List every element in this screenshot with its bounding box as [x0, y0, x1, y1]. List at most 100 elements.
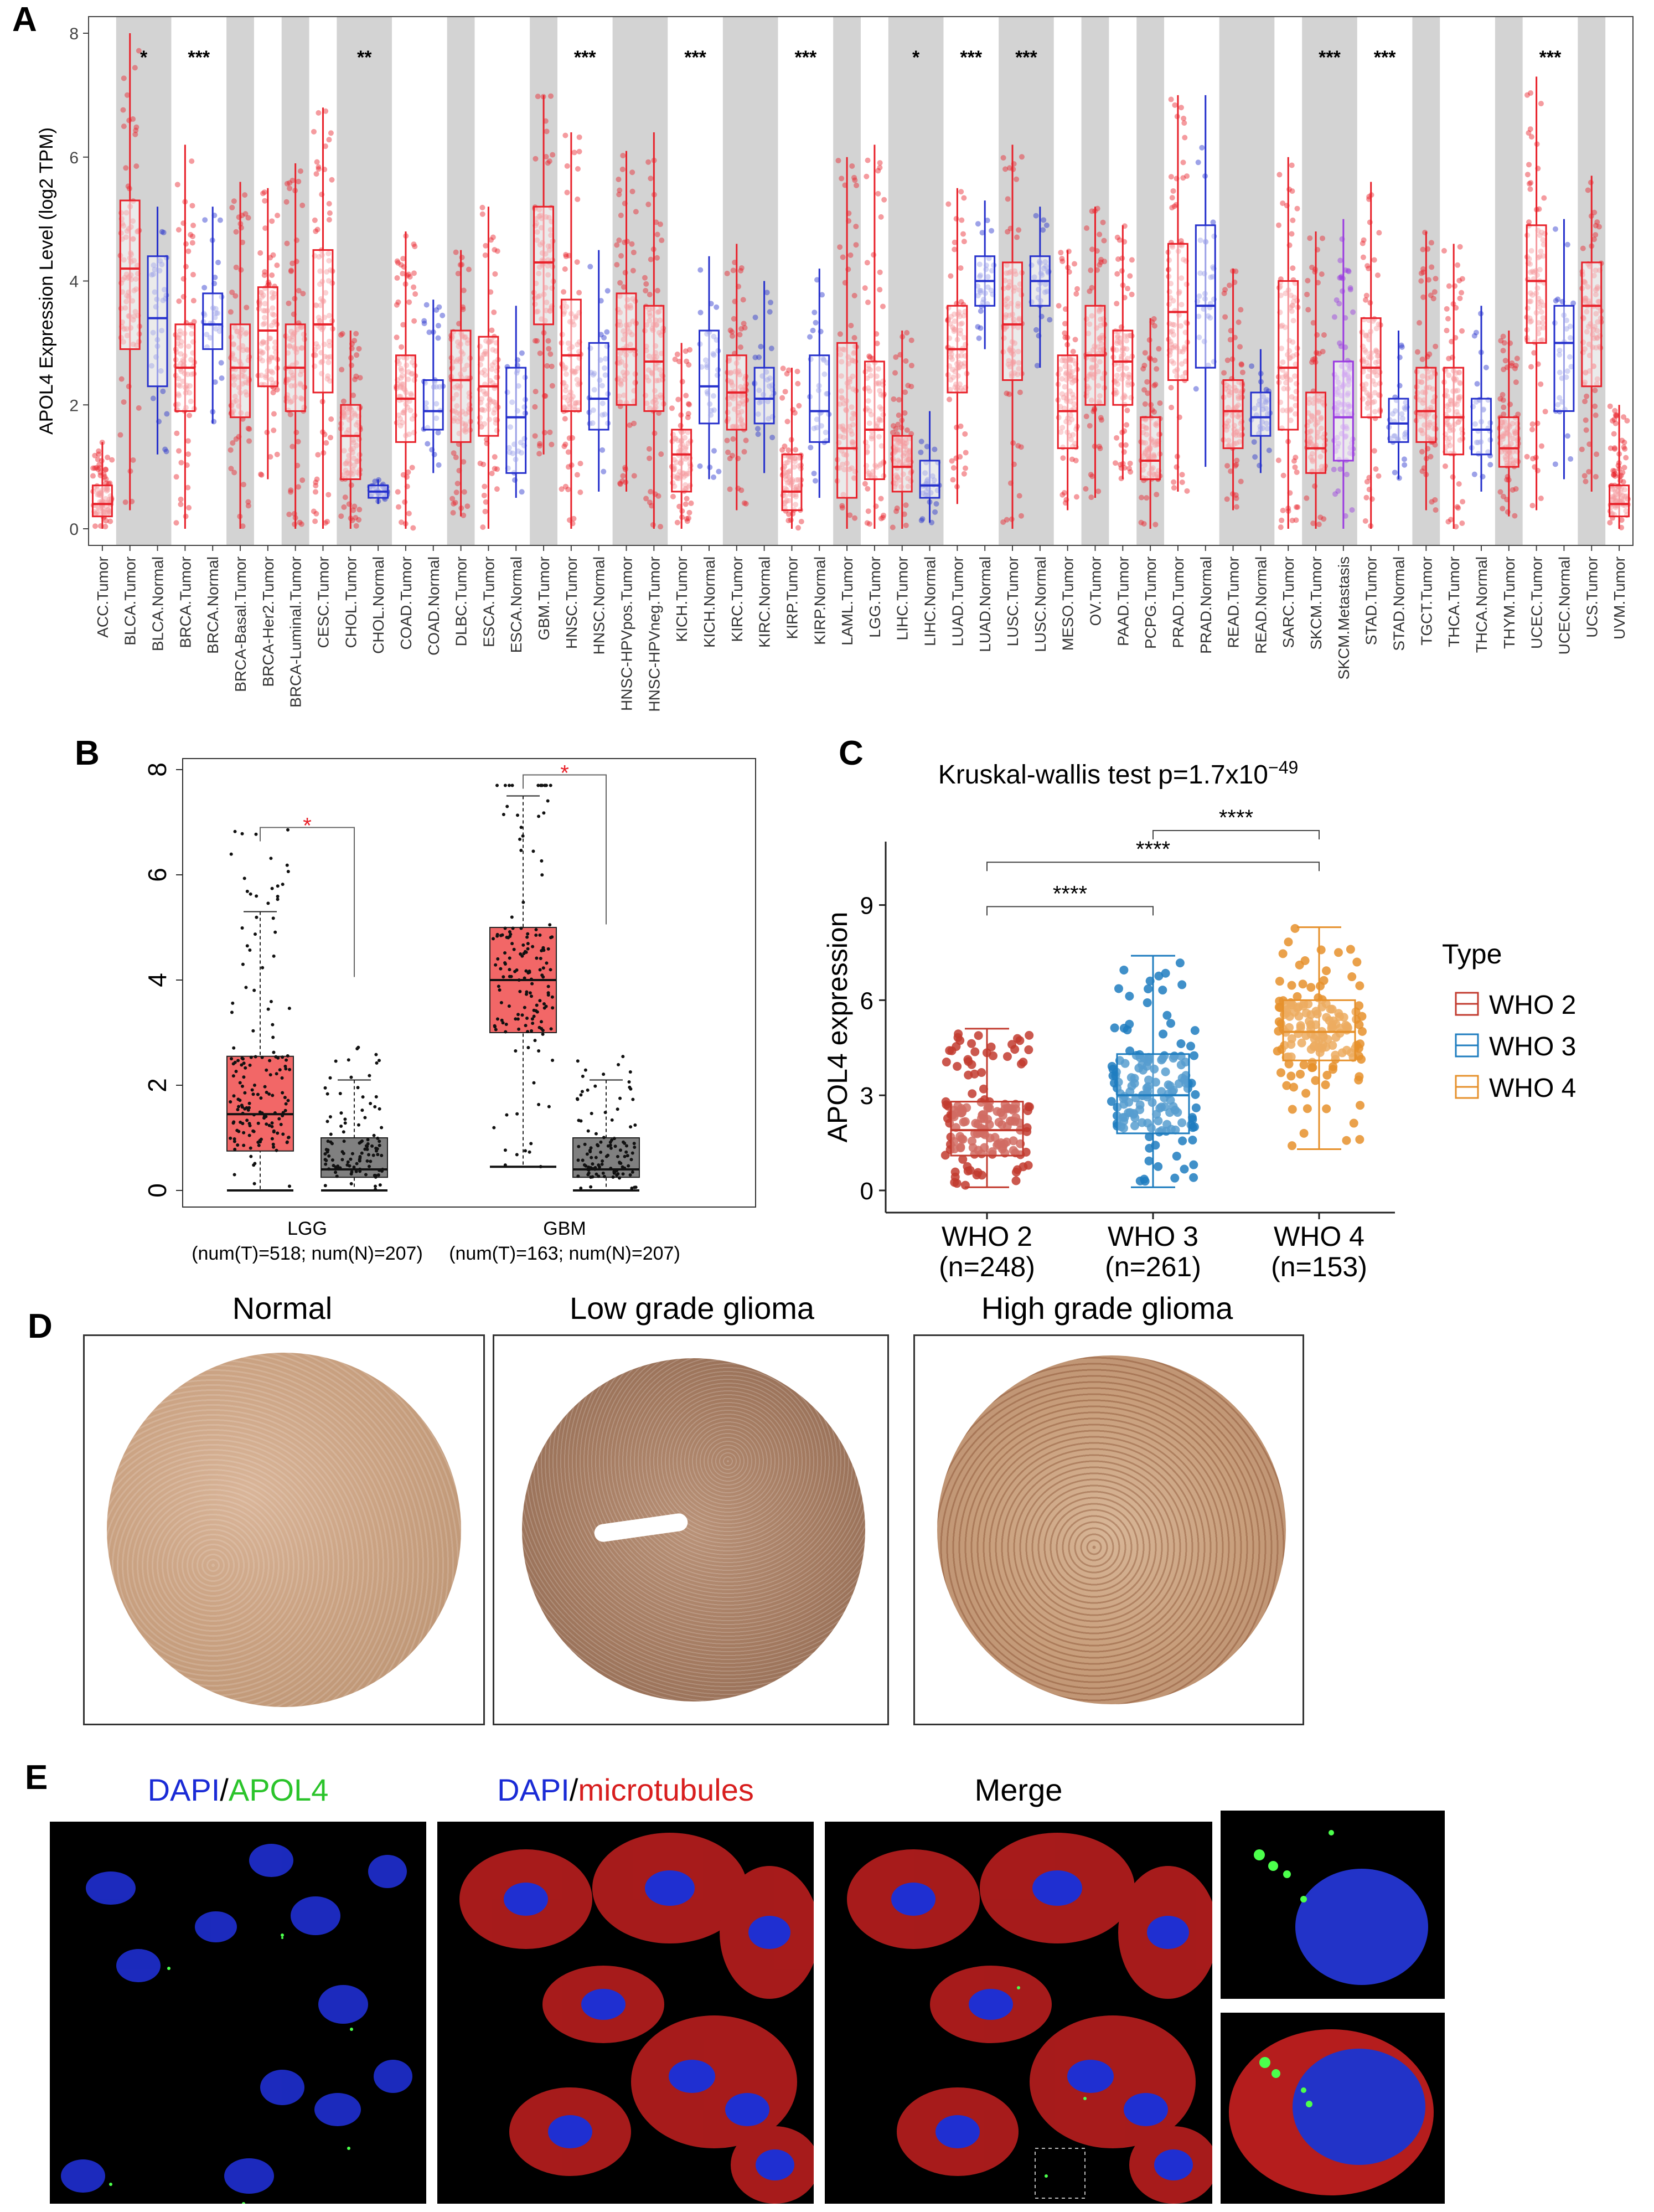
x-tick-label: KIRC.Normal [756, 556, 773, 648]
data-point [1542, 409, 1548, 415]
data-point [1456, 277, 1462, 283]
data-point [599, 1140, 603, 1144]
data-point [1089, 246, 1095, 252]
data-point [133, 163, 139, 169]
data-point [1171, 203, 1177, 209]
data-point [186, 504, 192, 511]
data-point [1528, 364, 1534, 370]
data-point [481, 492, 487, 498]
data-point [1154, 366, 1160, 372]
data-point [532, 433, 538, 439]
data-point [1123, 442, 1129, 448]
data-point [313, 228, 319, 234]
data-point [784, 371, 790, 377]
data-point [549, 1027, 553, 1031]
data-point [252, 988, 256, 992]
x-tick-label: BLCA.Tumor [122, 556, 139, 646]
x-tick-label: SKCM.Tumor [1307, 556, 1325, 650]
data-point [1612, 471, 1618, 477]
data-point [1513, 363, 1519, 369]
data-point [248, 1124, 252, 1128]
data-point [537, 441, 543, 447]
data-point [353, 515, 359, 521]
data-point [616, 1107, 619, 1111]
data-point [228, 447, 234, 453]
data-point [249, 1055, 253, 1059]
data-point [537, 1049, 541, 1053]
data-point [231, 198, 237, 204]
data-point [1555, 296, 1561, 302]
data-point [178, 496, 184, 502]
data-point [92, 523, 98, 529]
data-point [252, 1084, 256, 1087]
y-tick-label: 3 [860, 1082, 873, 1110]
data-point [339, 367, 345, 373]
data-point [1474, 381, 1480, 387]
data-point [350, 1170, 354, 1174]
data-point [504, 1022, 508, 1026]
data-point [122, 499, 128, 506]
data-point [510, 942, 514, 946]
data-point [322, 520, 328, 526]
data-point [281, 1055, 285, 1059]
data-point [525, 935, 529, 939]
data-point [256, 1121, 260, 1125]
data-point [648, 256, 654, 262]
box [836, 342, 858, 499]
data-point [620, 153, 626, 159]
data-point [591, 1175, 595, 1179]
data-point [235, 1128, 239, 1132]
box [1553, 305, 1575, 412]
data-point [629, 241, 635, 247]
data-point [959, 217, 965, 223]
data-point [394, 275, 400, 281]
data-point [515, 1153, 519, 1157]
data-point [267, 255, 273, 261]
data-point [1459, 328, 1465, 334]
data-point [1524, 453, 1530, 460]
data-point [507, 1004, 511, 1008]
data-point [1414, 349, 1420, 355]
data-point [1497, 396, 1503, 402]
data-point [90, 473, 96, 479]
data-point [1152, 522, 1159, 528]
significance-label: *** [795, 47, 817, 68]
data-point [871, 252, 877, 258]
data-point [562, 416, 568, 422]
data-point [377, 1059, 381, 1063]
data-point [1433, 276, 1439, 282]
data-point [670, 493, 676, 499]
data-point [348, 1164, 352, 1168]
data-point [1171, 485, 1177, 491]
data-point [229, 204, 235, 210]
data-point [251, 1092, 255, 1096]
group-shade [722, 17, 778, 545]
data-point [614, 242, 620, 248]
data-point [232, 293, 239, 299]
data-point [581, 1158, 585, 1162]
data-point [562, 266, 568, 272]
data-point [431, 451, 437, 457]
data-point [654, 287, 660, 293]
data-point [619, 478, 626, 484]
data-point [483, 499, 489, 505]
data-point [269, 857, 273, 860]
x-tick-label: LUSC.Tumor [1004, 556, 1021, 646]
x-tick-label: KICH.Normal [701, 556, 718, 648]
data-point [494, 1028, 498, 1032]
data-point [795, 380, 801, 386]
data-point [259, 472, 265, 478]
data-point [238, 1099, 242, 1102]
data-point [1429, 499, 1435, 505]
data-point [1529, 426, 1536, 432]
data-point [160, 388, 166, 394]
data-point [1056, 303, 1062, 309]
data-point [229, 289, 235, 295]
data-point [242, 876, 246, 880]
data-point [505, 1113, 509, 1117]
data-point [659, 238, 665, 244]
data-point [268, 1073, 272, 1077]
data-point [1593, 232, 1599, 238]
data-point [270, 1125, 274, 1128]
data-point [1420, 246, 1426, 252]
